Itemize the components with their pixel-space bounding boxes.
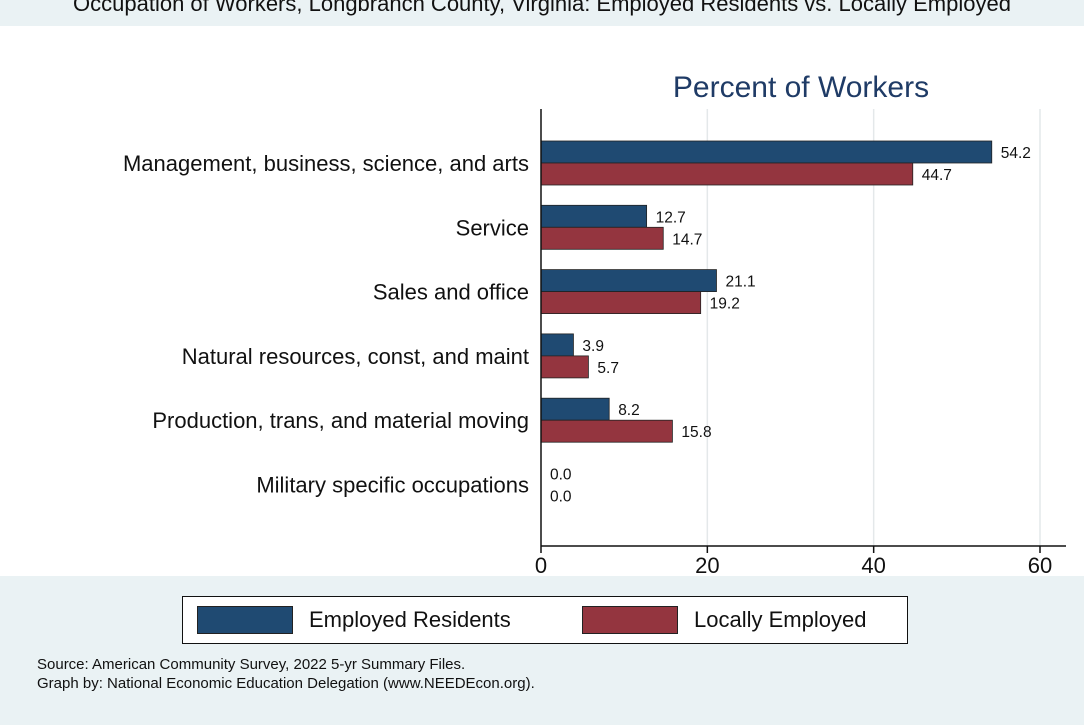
data-label: 14.7: [672, 231, 702, 248]
legend-swatch-locally-employed: [582, 606, 678, 634]
data-label: 3.9: [582, 338, 604, 355]
category-label: Service: [456, 215, 529, 240]
data-label: 0.0: [550, 467, 572, 484]
x-tick-label: 0: [535, 553, 547, 578]
legend-swatch-employed-residents: [197, 606, 293, 634]
data-label: 15.8: [681, 424, 711, 441]
legend-label-locally-employed: Locally Employed: [694, 607, 867, 632]
data-label: 19.2: [710, 296, 740, 313]
chart-title: Percent of Workers: [673, 71, 929, 104]
data-label: 54.2: [1001, 145, 1031, 162]
data-label: 8.2: [618, 402, 640, 419]
bar-chart: Percent of Workers Management, business, …: [0, 26, 1084, 578]
data-label: 21.1: [725, 274, 755, 291]
legend: Employed Residents Locally Employed: [182, 596, 908, 644]
bar-locally-employed: [540, 226, 664, 250]
bar-employed-residents: [540, 269, 717, 293]
x-tick-label: 40: [861, 553, 885, 578]
bar-locally-employed: [540, 419, 673, 443]
chart-notes: Source: American Community Survey, 2022 …: [37, 655, 535, 693]
bar-locally-employed: [540, 162, 914, 186]
bar-employed-residents: [540, 397, 610, 421]
data-label: 5.7: [597, 360, 619, 377]
bar-employed-residents: [540, 204, 648, 228]
legend-label-employed-residents: Employed Residents: [309, 607, 511, 632]
bar-employed-residents: [540, 333, 574, 357]
source-note: Source: American Community Survey, 2022 …: [37, 656, 466, 673]
category-label: Production, trans, and material moving: [152, 408, 529, 433]
page-title: Occupation of Workers, Longbranch County…: [73, 0, 1011, 16]
data-label: 44.7: [922, 167, 952, 184]
category-label: Management, business, science, and arts: [123, 151, 529, 176]
data-label: 12.7: [656, 209, 686, 226]
bar-employed-residents: [540, 140, 993, 164]
data-label: 0.0: [550, 489, 572, 506]
legend-item-locally-employed: Locally Employed: [582, 606, 866, 634]
category-label: Sales and office: [373, 280, 529, 305]
bar-locally-employed: [540, 291, 702, 315]
credit-note: Graph by: National Economic Education De…: [37, 675, 535, 692]
bar-locally-employed: [540, 355, 589, 379]
legend-item-employed-residents: Employed Residents: [197, 606, 511, 634]
category-label: Military specific occupations: [256, 473, 529, 498]
x-tick-label: 60: [1028, 553, 1052, 578]
x-tick-label: 20: [695, 553, 719, 578]
category-label: Natural resources, const, and maint: [182, 344, 529, 369]
